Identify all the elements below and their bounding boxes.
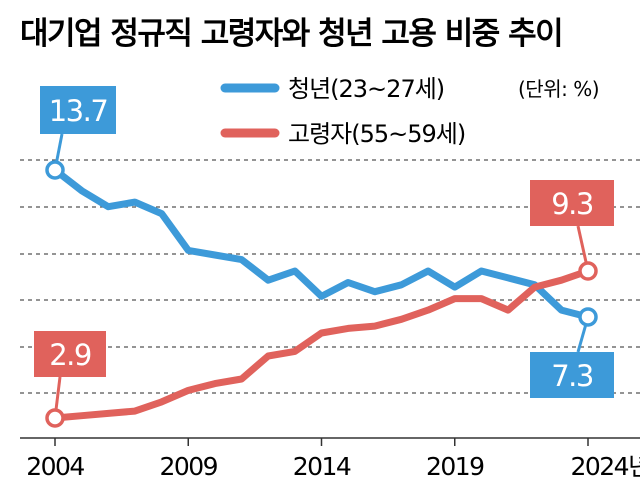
- callout-box: [530, 352, 614, 398]
- callout-elderly: 2.9: [34, 331, 106, 428]
- callout-value: 2.9: [49, 338, 91, 372]
- callout-box: [34, 331, 106, 377]
- x-tick-label: 2014: [293, 452, 351, 481]
- callout-value: 13.7: [49, 94, 108, 128]
- callout-youth: 13.7: [40, 86, 116, 180]
- endpoint-marker: [45, 408, 65, 428]
- x-tick-marks: [54, 438, 589, 446]
- series-layer: [51, 166, 592, 422]
- endpoint-marker: [578, 307, 598, 327]
- x-tick-labels: 2004 2009 2014 2019 2024년: [26, 452, 640, 481]
- callout-value: 7.3: [551, 359, 593, 393]
- legend: 청년(23~27세) 고령자(55~59세) (단위: %): [220, 75, 600, 148]
- endpoint-marker: [45, 160, 65, 180]
- x-tick-label: 2009: [159, 452, 217, 481]
- callout-youth: 7.3: [530, 307, 614, 398]
- endpoint-marker: [578, 261, 598, 281]
- callout-box: [530, 180, 614, 226]
- callout-box: [40, 86, 116, 134]
- legend-label-youth: 청년(23~27세): [288, 75, 444, 103]
- callout-elderly: 9.3: [530, 180, 614, 281]
- callout-value: 9.3: [551, 187, 593, 221]
- legend-label-elderly: 고령자(55~59세): [288, 120, 465, 148]
- chart-title: 대기업 정규직 고령자와 청년 고용 비중 추이: [20, 16, 562, 52]
- x-tick-label: 2024년: [570, 452, 640, 481]
- unit-label: (단위: %): [518, 77, 599, 101]
- series-line-youth: [51, 166, 592, 321]
- x-tick-label: 2019: [426, 452, 484, 481]
- callout-layer: 13.7 7.3 2.9 9.3: [34, 86, 614, 428]
- x-tick-label: 2004: [26, 452, 84, 481]
